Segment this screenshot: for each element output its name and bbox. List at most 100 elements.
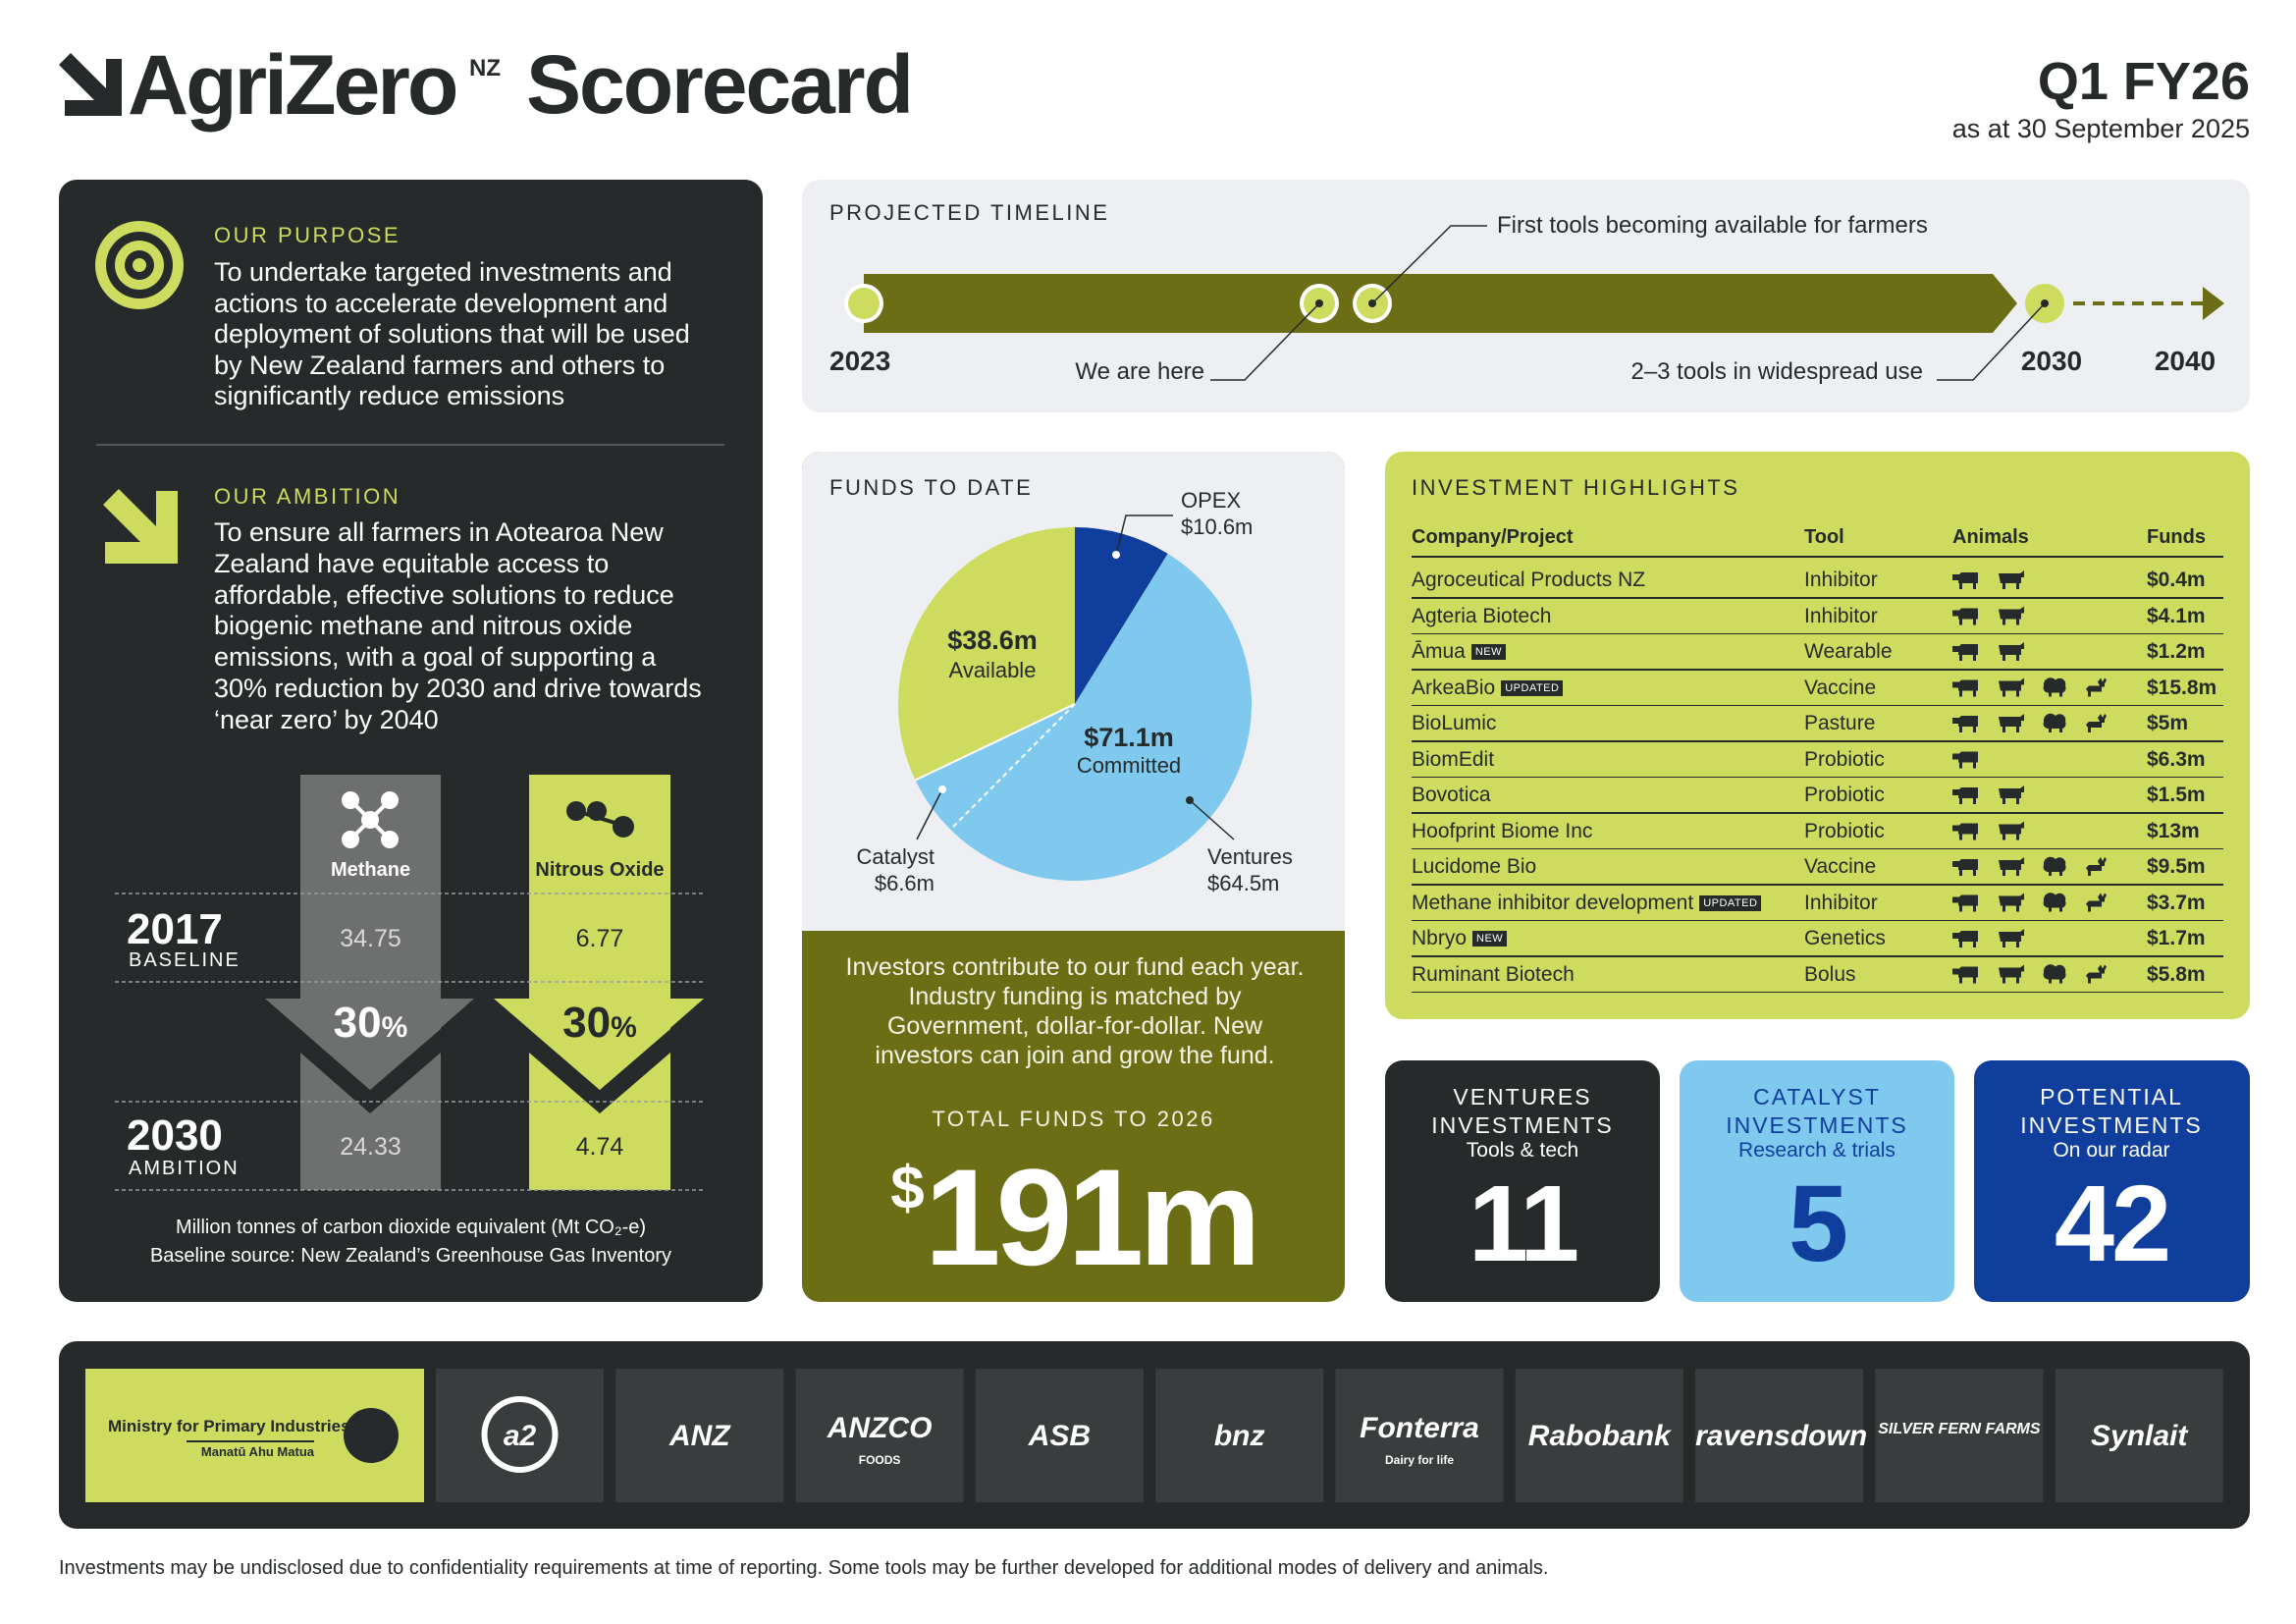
partner-name: Ministry for Primary Industries (108, 1417, 350, 1435)
partner-tile (1335, 1369, 1504, 1502)
tool: Vaccine (1804, 676, 1877, 699)
timeline-arrowhead (2203, 287, 2224, 320)
funds-pie: OPEX$10.6m Ventures$64.5m Catalyst$6.6m Ava… (857, 488, 1293, 895)
note: Baseline source: New Zealand’s Greenhous… (149, 1245, 672, 1267)
company-cell: Agteria Biotech (1412, 605, 1551, 628)
logo-arrow (59, 53, 122, 116)
company: Agteria Biotech (1412, 604, 1552, 627)
row-rule (1412, 955, 2223, 957)
funds: $13m (2147, 819, 2200, 842)
row-rule (1412, 704, 2223, 706)
partner-name: bnz (1213, 1420, 1265, 1452)
row-rule (1412, 991, 2223, 993)
leader-line (1937, 302, 2046, 381)
leader-line (1115, 514, 1173, 556)
animal-icon (1952, 823, 1978, 840)
animal-icon (1952, 894, 1978, 912)
reduction-arrow (494, 999, 704, 1090)
partner-tiles (344, 1369, 2223, 1502)
row-rule (1412, 776, 2223, 778)
pie-label: Catalyst (857, 844, 934, 869)
partner-name: ANZCO (827, 1412, 933, 1444)
row-rule (1412, 740, 2223, 742)
leader-line (1210, 302, 1320, 381)
reduction-arrow (265, 999, 474, 1090)
tool: Pasture (1804, 712, 1876, 734)
stat-subtitle: On our radar (2053, 1139, 2170, 1162)
tool: Vaccine (1804, 855, 1877, 878)
partner-name: ANZ (668, 1420, 730, 1452)
footer-note: Investments may be undisclosed due to co… (59, 1557, 1549, 1579)
pie-value-label: $6.6m (875, 871, 934, 895)
stat-subtitle: Research & trials (1738, 1139, 1896, 1162)
animal-icon (2086, 964, 2107, 984)
company-cell: Lucidome Bio (1412, 855, 1536, 879)
period: Q1 FY26 (2037, 52, 2250, 111)
pie-value-label: $64.5m (1207, 871, 1279, 895)
slice-divider (915, 703, 1076, 782)
animal-icon (1999, 606, 2024, 625)
stat-box (1385, 1060, 1660, 1302)
ambition-heading: OUR AMBITION (214, 484, 401, 509)
brand: AgriZero (128, 38, 458, 133)
animal-icon (1952, 751, 1978, 769)
chevron-gap (300, 1029, 441, 1113)
funds: $1.5m (2147, 784, 2206, 806)
animal-icon (1999, 857, 2024, 876)
pie-label: Available (949, 658, 1037, 682)
partner-tile (1515, 1369, 1683, 1502)
emission-value: 34.75 (340, 925, 401, 952)
animal-icon (1952, 644, 1978, 661)
reduction: 30% (300, 1001, 441, 1045)
row-rule (1412, 884, 2223, 886)
animal-icon (1952, 859, 1978, 876)
partner-name: Synlait (2091, 1420, 2188, 1452)
partner-tile (1695, 1369, 1864, 1502)
tool: Inhibitor (1804, 568, 1878, 591)
timeline-bar (864, 274, 2017, 333)
pie-slice (1075, 527, 1168, 704)
pie-slice (950, 553, 1252, 881)
animal-icons (1952, 570, 2107, 984)
row-rule (1412, 669, 2223, 671)
partner-tile (2055, 1369, 2223, 1502)
funds: $3.7m (2147, 891, 2206, 914)
animal-icon (1952, 966, 1978, 984)
animal-icon (2086, 857, 2107, 876)
animal-icon (1999, 714, 2024, 732)
leader-line (1189, 799, 1235, 840)
nitrous-icon (566, 801, 634, 838)
row-rule (1412, 597, 2223, 599)
animal-icon (1999, 821, 2024, 840)
timeline-note: First tools becoming available for farme… (1497, 212, 1928, 239)
animal-icon (1952, 787, 1978, 804)
row-rule (1412, 632, 2223, 634)
currency: $ (890, 1155, 925, 1222)
pie-label: OPEX (1181, 488, 1241, 513)
badge: NEW (1470, 644, 1507, 660)
funds: $1.2m (2147, 640, 2206, 663)
ambition-text: To ensure all farmers in Aotearoa New Ze… (214, 517, 702, 734)
reduction-unit: % (611, 1011, 637, 1044)
crest (344, 1408, 399, 1463)
column-header: Company/Project (1412, 526, 1574, 548)
stat-value: 11 (1468, 1164, 1579, 1284)
partner-tile (615, 1369, 784, 1502)
animal-icon (2043, 856, 2066, 876)
timeline-year: 2030 (2020, 346, 2083, 376)
timeline-dot (848, 288, 880, 319)
timeline-year: 2023 (829, 346, 891, 376)
stat-box (1680, 1060, 1954, 1302)
company: BiomEdit (1412, 747, 1495, 771)
emission-value: 6.77 (575, 925, 624, 952)
animal-icon (2043, 893, 2066, 912)
badge: UPDATED (1501, 679, 1564, 696)
year: 2030 (127, 1111, 223, 1160)
leader-dot (1186, 796, 1194, 804)
animal-icon (2043, 713, 2066, 732)
animal-icon (1952, 716, 1978, 732)
partner-sub: Manatū Ahu Matua (187, 1440, 314, 1459)
funds: $1.7m (2147, 927, 2206, 949)
tool: Wearable (1804, 640, 1893, 663)
partner-name: ASB (1028, 1420, 1092, 1452)
